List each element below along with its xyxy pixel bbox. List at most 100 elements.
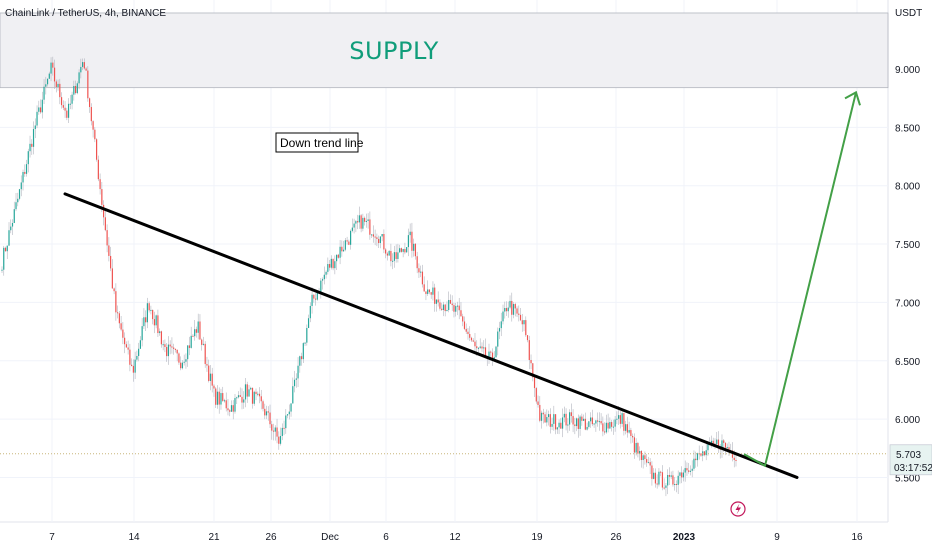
candle-body — [735, 459, 737, 461]
candle-body — [724, 442, 727, 448]
candle-body — [206, 364, 208, 366]
x-tick-label: 26 — [610, 532, 622, 543]
candle-body — [428, 289, 431, 293]
candle-body — [381, 234, 383, 237]
x-tick-label: 7 — [49, 532, 55, 543]
candle-body — [313, 294, 315, 299]
candle-body — [209, 373, 212, 381]
candle-body — [88, 98, 91, 108]
candle-body — [385, 249, 387, 254]
candle-body — [29, 143, 31, 152]
candle-body — [265, 411, 268, 416]
candle-body — [159, 331, 161, 334]
x-tick-label: 2023 — [673, 532, 696, 543]
candle-body — [518, 313, 520, 315]
candle-body — [339, 246, 341, 258]
candle-body — [181, 362, 184, 369]
candle-body — [73, 85, 75, 95]
candle-body — [81, 62, 84, 67]
candle-body — [554, 414, 557, 430]
candle-body — [215, 388, 217, 405]
candle-body — [491, 352, 494, 359]
candles — [1, 56, 737, 497]
candle-body — [630, 430, 632, 436]
candle-body — [455, 306, 457, 312]
candle-body — [76, 83, 78, 94]
candle-body — [502, 311, 504, 322]
trend-label-box[interactable]: Down trend line — [275, 132, 364, 153]
candle-body — [397, 252, 399, 259]
candle-body — [304, 342, 306, 344]
y-tick-label: 8.500 — [895, 123, 920, 134]
supply-zone — [0, 12, 889, 89]
y-tick-label: 5.500 — [895, 473, 920, 484]
candle-body — [456, 305, 459, 307]
candle-body — [90, 107, 92, 122]
candle-body — [674, 483, 676, 485]
candle-body — [684, 468, 686, 473]
candle-body — [656, 483, 658, 485]
candle-body — [574, 424, 576, 427]
candle-body — [611, 422, 613, 427]
candle-body — [117, 312, 119, 314]
candle-body — [141, 326, 143, 341]
candle-body — [48, 73, 50, 79]
candle-body — [222, 393, 224, 401]
x-tick-label: 9 — [774, 532, 780, 543]
candle-body — [201, 339, 203, 345]
candle-body — [153, 319, 156, 326]
candle-body — [132, 365, 134, 373]
candle-body — [230, 405, 233, 412]
candle-body — [420, 271, 422, 273]
candle-body — [653, 472, 655, 479]
candle-body — [379, 236, 381, 244]
candle-body — [260, 396, 262, 402]
candle-body — [465, 328, 467, 332]
candle-body — [593, 423, 595, 425]
y-tick-label: 6.500 — [895, 357, 920, 368]
candle-body — [125, 344, 127, 348]
y-tick-label: 7.500 — [895, 240, 920, 251]
down-trend-line[interactable] — [63, 192, 799, 479]
candle-body — [595, 420, 597, 424]
candle-body — [689, 470, 692, 472]
candle-body — [239, 395, 241, 397]
candle-body — [139, 340, 141, 349]
candle-body — [103, 204, 105, 218]
candle-body — [290, 403, 292, 412]
candle-body — [458, 305, 460, 311]
candle-body — [274, 427, 276, 432]
lightning-icon[interactable] — [730, 501, 746, 517]
candle-body — [269, 412, 271, 425]
candle-body — [97, 159, 99, 180]
candle-body — [148, 303, 150, 311]
candle-body — [118, 313, 120, 324]
candle-body — [497, 331, 499, 347]
candle-body — [169, 344, 171, 347]
candle-body — [211, 373, 213, 386]
candle-body — [395, 252, 397, 259]
candle-body — [427, 289, 429, 294]
candle-body — [283, 427, 285, 429]
candle-body — [707, 443, 709, 451]
candle-body — [64, 107, 66, 111]
candle-body — [651, 465, 653, 479]
candle-body — [640, 451, 643, 461]
candle-body — [278, 436, 280, 444]
candle-body — [124, 337, 126, 345]
candle-body — [572, 416, 574, 425]
candle-body — [500, 321, 502, 329]
candle-body — [330, 258, 332, 268]
candle-body — [472, 340, 474, 342]
candle-body — [619, 415, 621, 424]
candle-body — [244, 384, 247, 400]
candle-body — [66, 110, 68, 118]
candle-body — [388, 250, 390, 256]
candle-body — [309, 305, 311, 319]
candle-body — [24, 171, 26, 174]
candle-body — [6, 245, 8, 252]
candle-body — [271, 424, 273, 431]
projection-arrow[interactable] — [743, 92, 857, 468]
candle-body — [328, 264, 331, 268]
